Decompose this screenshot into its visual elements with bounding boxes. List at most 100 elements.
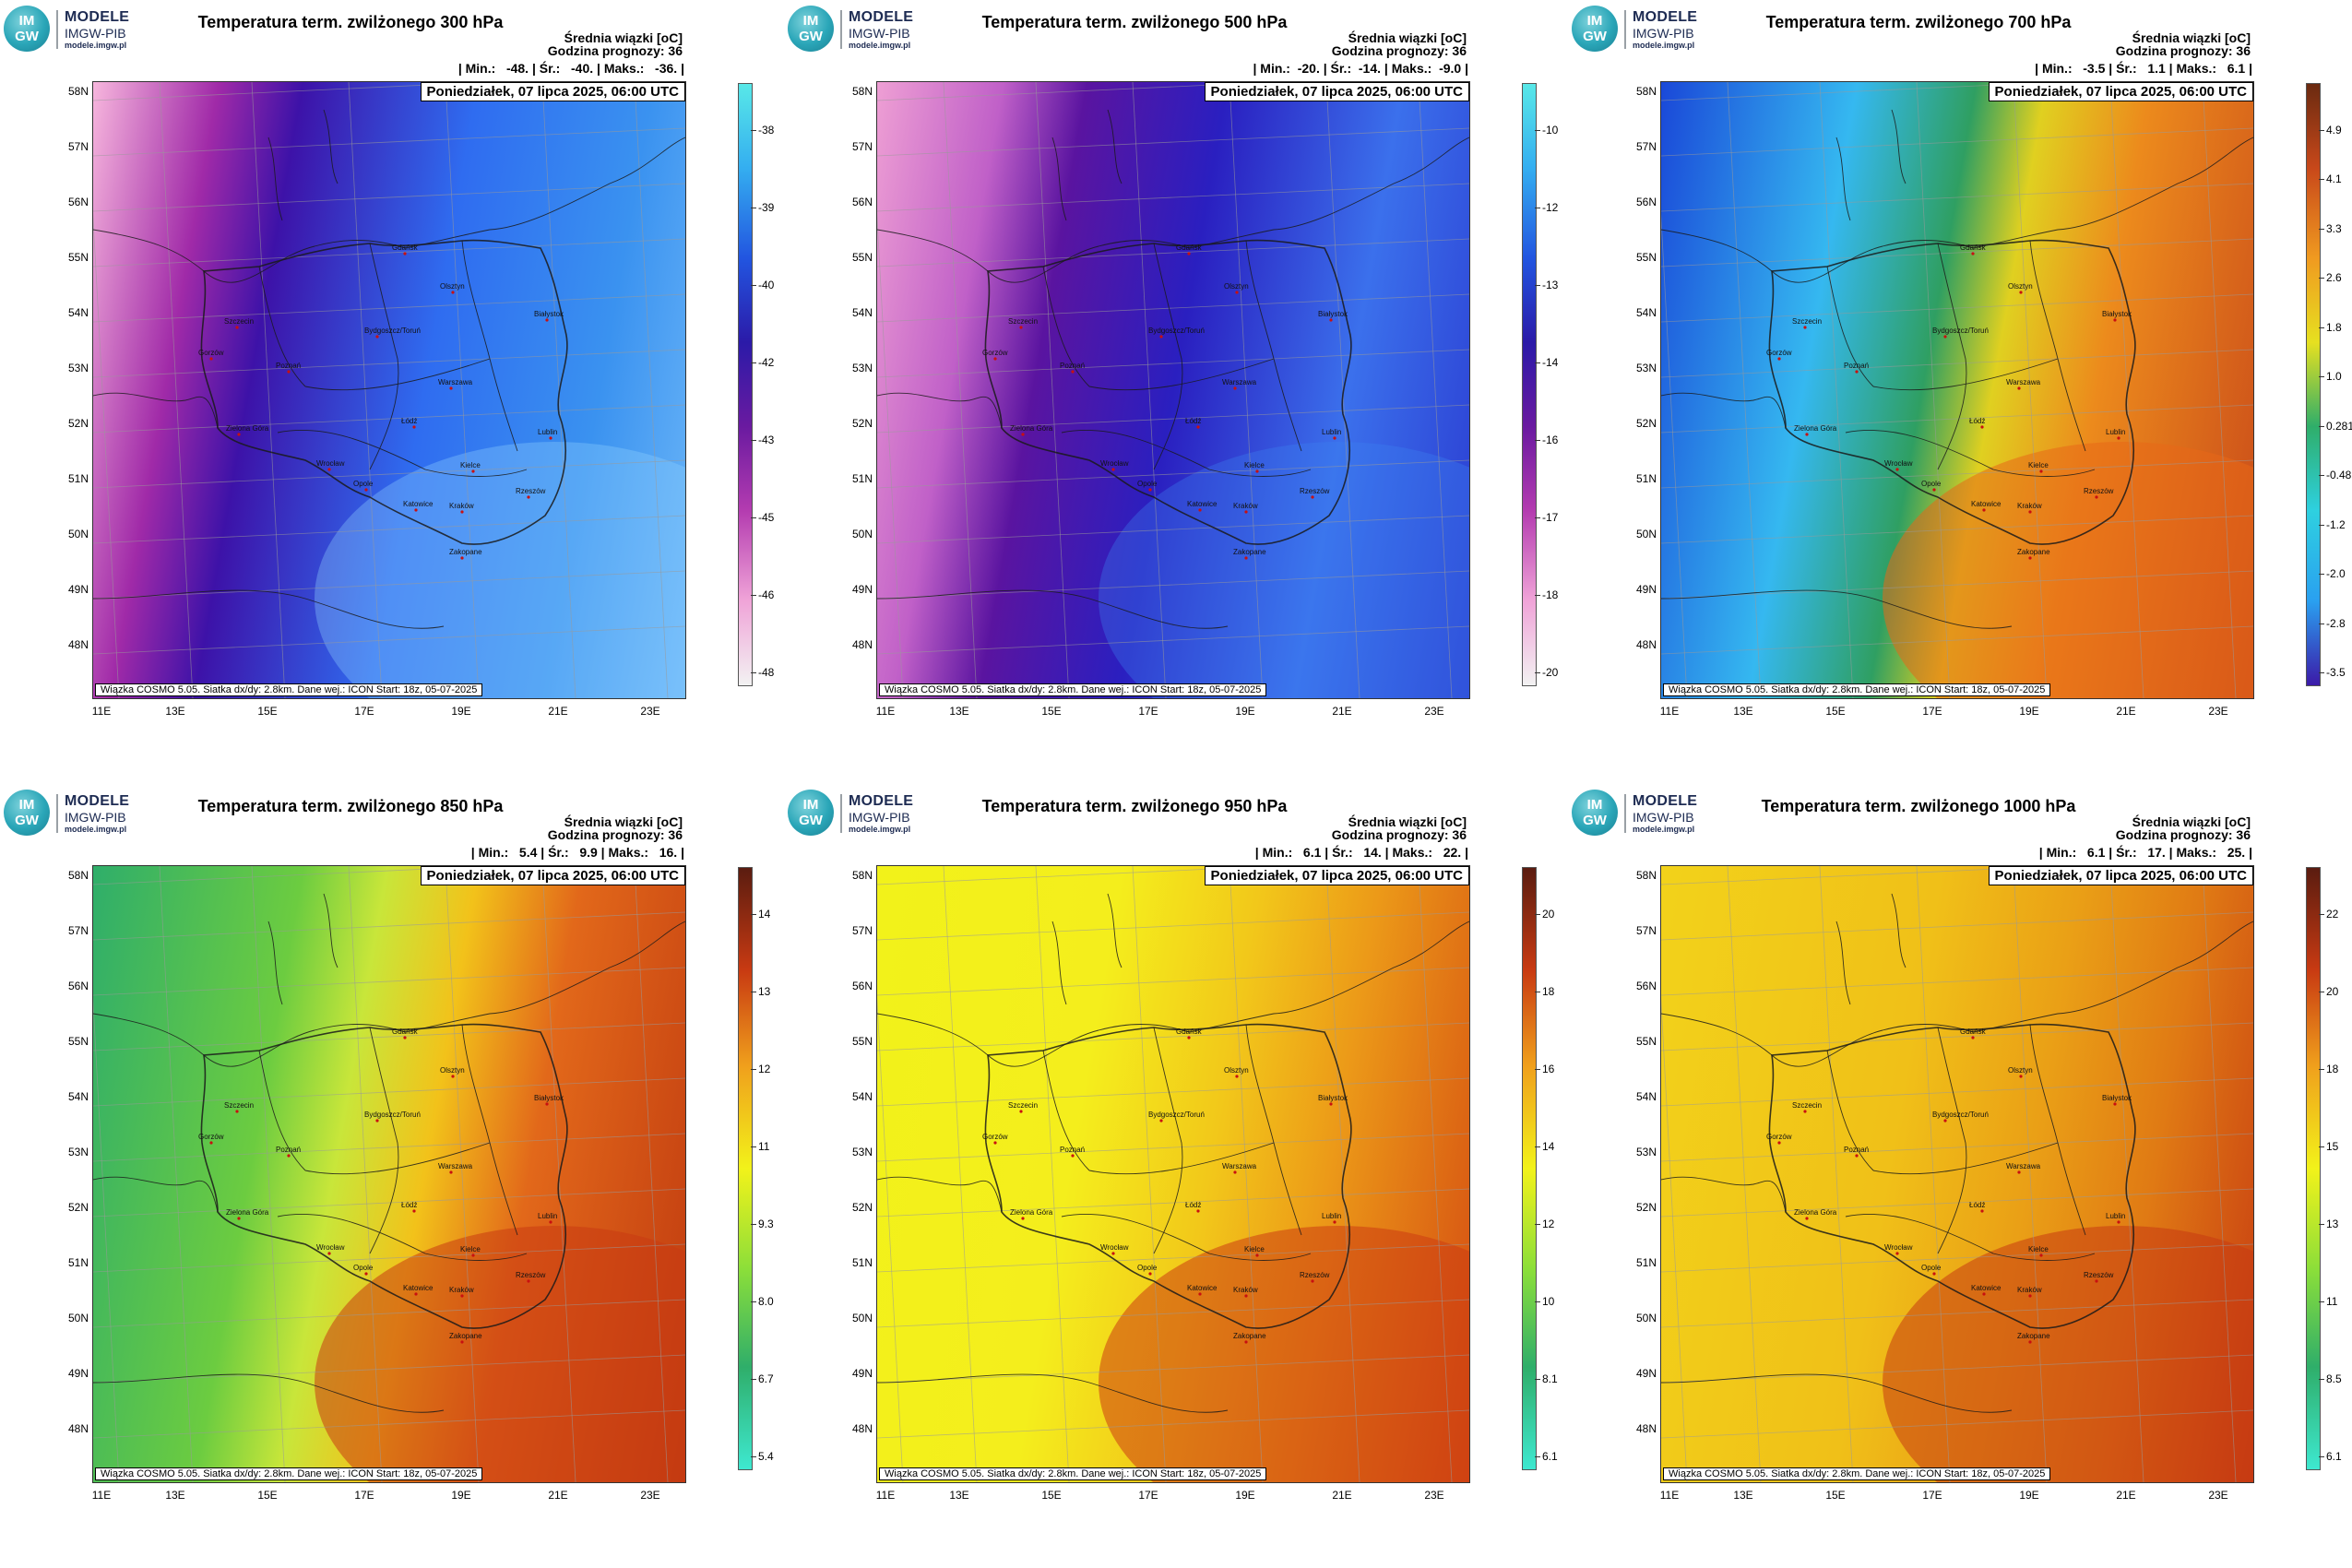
city-marker: [471, 1253, 475, 1257]
city-label: Lublin: [2106, 428, 2125, 436]
city-marker: [2095, 1279, 2098, 1283]
voivodeship-borders: [1042, 240, 1312, 477]
forecast-hour: Godzina prognozy: 36: [2115, 43, 2251, 58]
model-info: Wiązka COSMO 5.05. Siatka dx/dy: 2.8km. …: [879, 1467, 1267, 1480]
city-marker: [1235, 291, 1239, 294]
city-label: Katowice: [1971, 1284, 2002, 1292]
imgw-logo: IM GW MODELE IMGW-PIB modele.imgw.pl: [1572, 790, 1701, 836]
latitude-gridline: [93, 911, 685, 941]
city-marker: [287, 370, 291, 374]
city-marker: [2019, 291, 2023, 294]
latitude-gridline: [877, 1133, 1469, 1162]
city-label: Szczecin: [1008, 1101, 1038, 1110]
colorbar-tick: 4.1: [2319, 172, 2342, 186]
latitude-gridline: [1661, 404, 2253, 434]
latitude-gridline: [1661, 1022, 2253, 1051]
city-label: Warszawa: [2006, 1162, 2041, 1170]
city-marker: [2019, 1075, 2023, 1078]
logo-name: MODELE: [1633, 793, 1698, 809]
western-borders: [1661, 1176, 2013, 1413]
logo-separator: [840, 794, 842, 833]
city-marker: [1244, 510, 1248, 514]
city-label: Gdańsk: [1176, 244, 1203, 252]
latitude-label: 56N: [67, 196, 89, 208]
city-label: Białystok: [2102, 1094, 2132, 1102]
city-marker: [2039, 469, 2043, 473]
forecast-date: Poniedziałek, 07 lipca 2025, 06:00 UTC: [1204, 866, 1469, 885]
longitude-gridline: [93, 996, 120, 1482]
panel-title: Temperatura term. zwilżonego 500 hPa: [981, 13, 1288, 31]
city-marker: [2095, 495, 2098, 499]
city-marker: [2117, 1220, 2120, 1224]
city-marker: [1982, 1292, 1986, 1296]
latitude-label: 53N: [1635, 362, 1657, 374]
city-marker: [1233, 386, 1237, 390]
colorbar-tick: -10: [1534, 124, 1559, 137]
latitude-gridline: [877, 570, 1469, 600]
colorbar-tick: 8.1: [1535, 1372, 1558, 1385]
city-marker: [471, 469, 475, 473]
logo-org: IMGW-PIB: [849, 26, 910, 41]
latitude-gridline: [93, 1243, 685, 1273]
longitude-label: 17E: [1138, 1489, 1158, 1502]
temperature-field-blob: [1099, 1226, 1469, 1482]
colorbar-tick: 22: [2318, 908, 2339, 921]
longitude-label: 23E: [1424, 1489, 1444, 1502]
colorbar: [738, 83, 753, 686]
forecast-hour: Godzina prognozy: 36: [2115, 827, 2251, 842]
colorbar-tick: -43: [750, 434, 775, 446]
latitude-label: 48N: [1635, 638, 1657, 651]
longitude-label: 15E: [1825, 705, 1846, 718]
temperature-field-blob: [1883, 442, 2253, 698]
city-label: Gdańsk: [1176, 1028, 1203, 1036]
city-label: Zakopane: [1233, 548, 1266, 556]
city-marker: [1855, 1154, 1859, 1158]
map-panel: IM GW MODELE IMGW-PIB modele.imgw.pl Temperat…: [1568, 784, 2352, 1568]
city-label: Zakopane: [2017, 1332, 2050, 1340]
city-marker: [414, 1292, 418, 1296]
city-label: Kraków: [2017, 1286, 2042, 1294]
logo-mark-top: IM: [1586, 797, 1603, 813]
latitude-gridline: [1661, 459, 2253, 489]
forecast-info: Średnia wiązki [oC] Godzina prognozy: 36: [2116, 815, 2251, 841]
latitude-label: 55N: [67, 1035, 89, 1048]
longitude-gridline: [2202, 82, 2237, 698]
imgw-logo: IM GW MODELE IMGW-PIB modele.imgw.pl: [788, 6, 917, 52]
latitude-label: 50N: [851, 1312, 873, 1324]
latitude-gridline: [1661, 625, 2253, 655]
latitude-gridline: [877, 1243, 1469, 1273]
longitude-label: 13E: [1733, 1489, 1753, 1502]
forecast-info: Średnia wiązki [oC] Godzina prognozy: 36: [1332, 815, 1467, 841]
city-label: Szczecin: [1008, 317, 1038, 326]
longitude-label: 19E: [1235, 705, 1255, 718]
stats-line: | Min.: -48. | Śr.: -40. | Maks.: -36. |: [457, 61, 684, 76]
colorbar-tick: 12: [750, 1063, 771, 1075]
latitude-gridline: [93, 515, 685, 544]
latitude-gridline: [877, 293, 1469, 323]
longitude-gridline: [634, 82, 669, 698]
latitude-gridline: [877, 349, 1469, 378]
latitude-gridline: [877, 82, 1280, 101]
latitude-label: 58N: [1635, 869, 1657, 882]
latitude-gridline: [1661, 866, 2064, 885]
longitude-gridline: [445, 82, 480, 698]
city-label: Kielce: [1244, 1245, 1265, 1253]
city-label: Białystok: [1318, 310, 1348, 318]
longitude-gridline: [1727, 82, 1762, 698]
logo-separator: [56, 794, 58, 833]
city-marker: [209, 357, 213, 361]
temperature-map: Gdańsk Olsztyn Szczecin Bydgoszcz/Toruń Biał…: [1660, 81, 2254, 699]
city-marker: [1244, 1340, 1248, 1344]
logo-org: IMGW-PIB: [65, 810, 126, 825]
colorbar-tick: -18: [1534, 588, 1559, 601]
stats-line: | Min.: 6.1 | Śr.: 17. | Maks.: 25. |: [2038, 845, 2252, 860]
city-label: Łódź: [1969, 417, 1985, 425]
map-panel: IM GW MODELE IMGW-PIB modele.imgw.pl Temperat…: [1568, 0, 2352, 784]
city-label: Wrocław: [1884, 1243, 1913, 1252]
city-label: Kraków: [1233, 1286, 1258, 1294]
city-label: Kraków: [449, 1286, 474, 1294]
colorbar-tick: 9.3: [751, 1218, 774, 1230]
latitude-gridline: [877, 1409, 1469, 1439]
stats-line: | Min.: 6.1 | Śr.: 14. | Maks.: 22. |: [1254, 845, 1468, 860]
longitude-gridline: [1035, 82, 1070, 698]
